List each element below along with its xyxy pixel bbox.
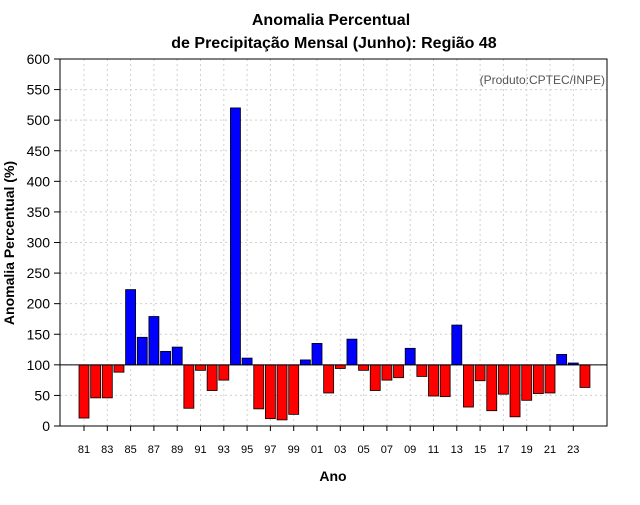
- y-tick-label: 200: [27, 296, 51, 312]
- y-tick-label: 0: [42, 418, 50, 434]
- x-tick-label: 01: [311, 444, 323, 456]
- x-tick-label: 89: [171, 444, 183, 456]
- bar: [544, 364, 556, 394]
- bar: [136, 336, 148, 366]
- x-tick-label: 03: [334, 444, 346, 456]
- y-tick-label: 250: [27, 265, 51, 281]
- bar: [183, 364, 195, 409]
- bar: [463, 364, 474, 408]
- bar: [404, 347, 416, 366]
- bar: [78, 364, 90, 419]
- y-tick-label: 100: [27, 357, 51, 373]
- bar: [241, 357, 253, 366]
- x-tick-label: 83: [101, 444, 113, 456]
- bar: [323, 364, 335, 394]
- bar: [334, 364, 346, 369]
- bar: [276, 364, 288, 421]
- x-tick-label: 21: [544, 444, 556, 456]
- x-tick-label: 13: [451, 444, 463, 456]
- x-tick-label: 99: [288, 444, 300, 456]
- bar: [346, 338, 358, 366]
- y-tick-label: 350: [27, 204, 51, 220]
- x-tick-label: 07: [381, 444, 393, 456]
- bar: [521, 364, 533, 401]
- bar: [369, 364, 381, 391]
- bar: [288, 364, 300, 415]
- bar: [171, 346, 183, 366]
- x-tick-label: 11: [428, 444, 439, 456]
- bar: [218, 364, 230, 381]
- x-tick-label: 87: [148, 444, 160, 456]
- bar: [439, 364, 451, 398]
- y-axis-label: Anomalia Percentual (%): [1, 161, 17, 325]
- bar: [206, 364, 218, 391]
- bar: [416, 364, 428, 377]
- y-tick-label: 550: [27, 82, 51, 98]
- bar: [113, 364, 125, 373]
- bar: [556, 354, 568, 366]
- bar: [311, 343, 323, 366]
- bar: [532, 364, 544, 394]
- bar: [160, 350, 171, 366]
- y-tick-label: 300: [27, 235, 51, 251]
- bars: [78, 107, 591, 421]
- bar: [474, 364, 486, 382]
- x-tick-label: 15: [474, 444, 486, 456]
- chart-title: Anomalia Percentual: [252, 12, 410, 29]
- bar: [253, 364, 265, 410]
- bar: [125, 289, 136, 366]
- x-tick-label: 23: [567, 444, 579, 456]
- y-tick-label: 50: [34, 387, 50, 403]
- bar: [393, 364, 404, 379]
- bar: [195, 364, 206, 371]
- x-tick-label: 91: [194, 444, 206, 456]
- bar: [299, 359, 311, 366]
- bar: [579, 364, 591, 388]
- x-tick-label: 85: [124, 444, 136, 456]
- bar: [358, 364, 370, 371]
- bar: [509, 364, 521, 418]
- x-tick-label: 95: [241, 444, 253, 456]
- x-axis-label: Ano: [319, 468, 346, 484]
- bar: [451, 324, 463, 366]
- chart-subtitle: de Precipitação Mensal (Junho): Região 4…: [171, 35, 497, 52]
- x-tick-label: 05: [357, 444, 369, 456]
- y-tick-label: 400: [27, 173, 51, 189]
- bar: [148, 316, 160, 366]
- bar: [101, 364, 113, 399]
- bar: [90, 364, 102, 399]
- bar: [264, 364, 276, 420]
- y-tick-label: 500: [27, 112, 51, 128]
- bar: [381, 364, 393, 381]
- y-tick-label: 450: [27, 143, 51, 159]
- y-tick-label: 150: [27, 326, 51, 342]
- bar: [230, 107, 241, 366]
- x-tick-label: 09: [404, 444, 416, 456]
- x-tick-label: 19: [521, 444, 533, 456]
- y-tick-label: 600: [27, 51, 51, 67]
- x-tick-label: 17: [497, 444, 509, 456]
- bar: [486, 364, 498, 412]
- x-tick-label: 81: [78, 444, 90, 456]
- credit-label: (Produto:CPTEC/INPE): [480, 73, 605, 87]
- bar: [497, 364, 509, 395]
- x-tick-label: 97: [264, 444, 276, 456]
- bar: [428, 364, 439, 397]
- x-tick-label: 93: [218, 444, 230, 456]
